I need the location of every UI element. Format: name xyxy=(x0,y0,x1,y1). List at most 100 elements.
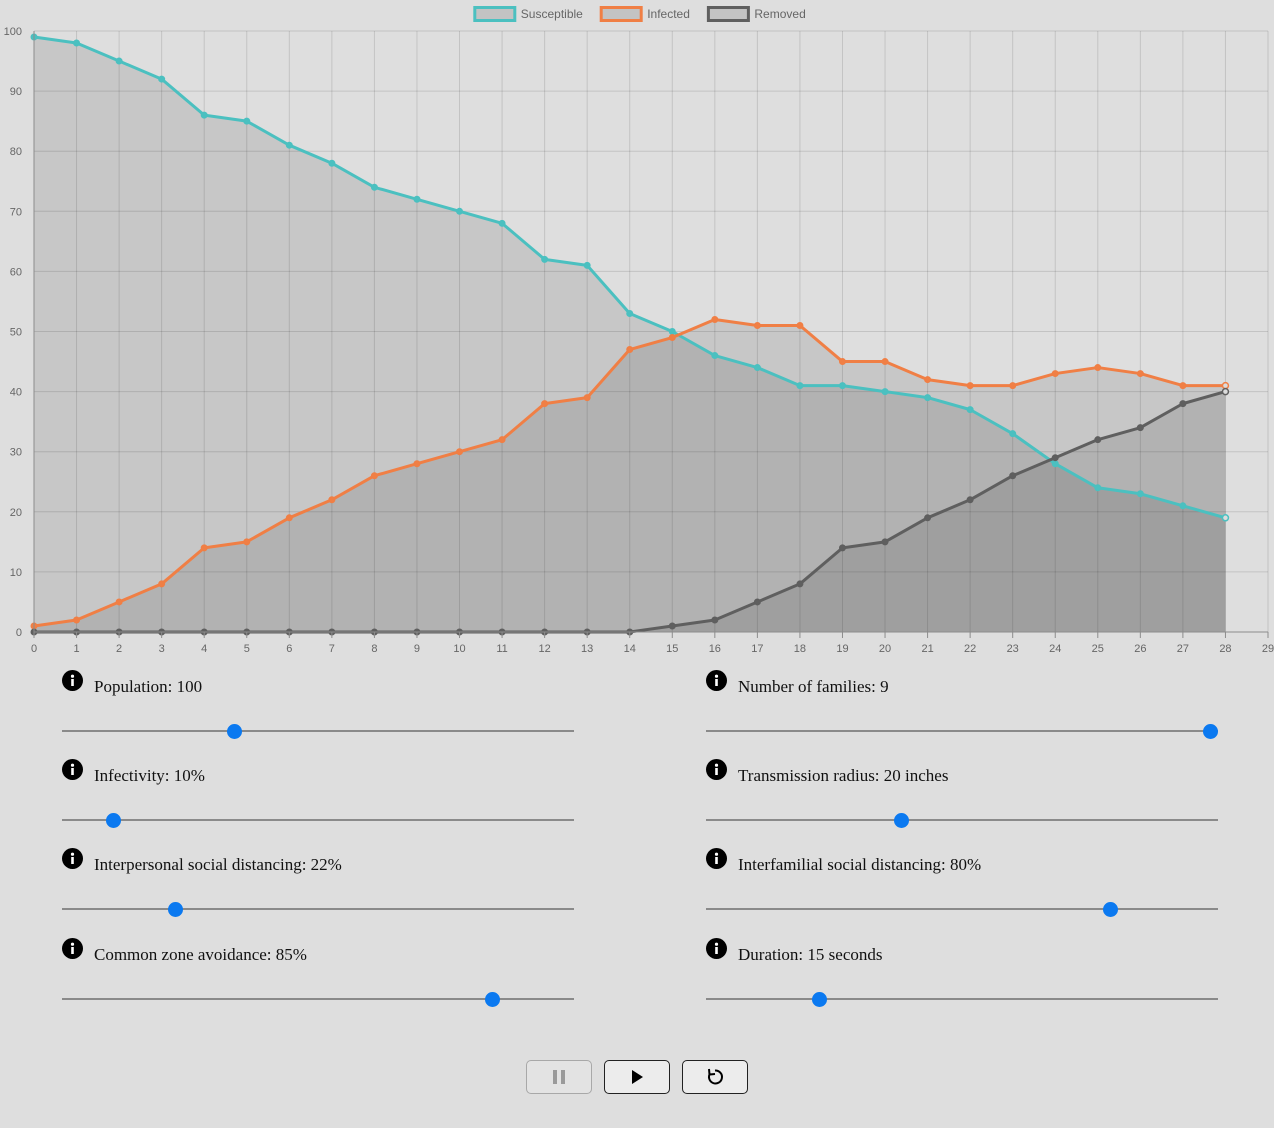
infected-point xyxy=(328,496,336,504)
slider-track xyxy=(62,730,574,732)
info-icon[interactable] xyxy=(62,759,83,780)
x-tick-label: 14 xyxy=(624,643,636,655)
x-tick-label: 12 xyxy=(538,643,550,655)
slider-thumb[interactable] xyxy=(1203,724,1219,739)
susceptible-point xyxy=(158,75,166,83)
x-tick-label: 28 xyxy=(1219,643,1231,655)
reset-icon xyxy=(707,1068,723,1085)
population-label: Population: 100 xyxy=(94,677,203,696)
common-zone-avoidance-slider[interactable] xyxy=(62,989,574,1009)
pause-icon xyxy=(553,1070,565,1084)
susceptible-point xyxy=(1221,514,1230,522)
slider-track xyxy=(62,908,574,910)
slider-thumb[interactable] xyxy=(167,902,183,917)
removed-point xyxy=(753,598,761,606)
slider-thumb[interactable] xyxy=(485,992,501,1007)
info-icon[interactable] xyxy=(706,670,727,691)
play-button[interactable] xyxy=(604,1060,670,1094)
slider-thumb[interactable] xyxy=(226,724,242,739)
x-tick-label: 19 xyxy=(836,643,848,655)
reset-button[interactable] xyxy=(682,1060,748,1094)
slider-thumb[interactable] xyxy=(811,992,827,1007)
population-slider[interactable] xyxy=(62,721,574,741)
infected-point xyxy=(73,616,81,624)
removed-legend-swatch[interactable] xyxy=(706,6,750,22)
removed-point xyxy=(1094,436,1102,444)
susceptible-point xyxy=(328,159,336,167)
x-tick-label: 27 xyxy=(1177,643,1189,655)
infectivity-control: Infectivity: 10% xyxy=(62,754,582,840)
interpersonal-distancing-label: Interpersonal social distancing: 22% xyxy=(94,855,342,874)
y-tick-label: 50 xyxy=(10,327,22,339)
susceptible-point xyxy=(413,195,421,203)
info-icon[interactable] xyxy=(62,938,83,959)
susceptible-point xyxy=(370,183,378,191)
x-tick-label: 16 xyxy=(709,643,721,655)
families-control: Number of families: 9 xyxy=(706,665,1226,751)
susceptible-point xyxy=(668,328,676,335)
y-tick-label: 10 xyxy=(10,567,22,579)
slider-thumb[interactable] xyxy=(106,813,122,828)
infected-point xyxy=(924,376,932,384)
removed-point xyxy=(881,538,889,546)
infected-point xyxy=(796,321,804,329)
y-tick-label: 40 xyxy=(10,387,22,399)
duration-slider[interactable] xyxy=(706,989,1218,1009)
info-icon[interactable] xyxy=(62,848,83,869)
susceptible-point xyxy=(583,261,591,269)
interfamilial-distancing-control: Interfamilial social distancing: 80% xyxy=(706,843,1226,929)
infected-point xyxy=(1179,382,1187,390)
interpersonal-distancing-slider[interactable] xyxy=(62,899,574,919)
slider-track xyxy=(706,730,1218,732)
infected-point xyxy=(498,436,506,444)
families-slider[interactable] xyxy=(706,721,1219,741)
susceptible-point xyxy=(1136,490,1144,498)
infected-legend-swatch[interactable] xyxy=(599,6,643,22)
susceptible-legend-swatch[interactable] xyxy=(473,6,517,22)
x-tick-label: 18 xyxy=(794,643,806,655)
removed-point xyxy=(796,580,804,588)
infected-point xyxy=(753,321,761,329)
infected-point xyxy=(711,315,719,323)
x-tick-label: 26 xyxy=(1134,643,1146,655)
x-tick-label: 0 xyxy=(31,643,37,655)
info-icon[interactable] xyxy=(706,938,727,959)
infectivity-slider[interactable] xyxy=(62,810,574,830)
x-tick-label: 17 xyxy=(751,643,763,655)
x-tick-label: 9 xyxy=(414,643,420,655)
x-tick-label: 5 xyxy=(244,643,250,655)
x-tick-label: 4 xyxy=(201,643,207,655)
transmission-radius-label: Transmission radius: 20 inches xyxy=(738,766,949,785)
families-label: Number of families: 9 xyxy=(738,677,889,696)
infected-point xyxy=(966,382,974,390)
x-tick-label: 20 xyxy=(879,643,891,655)
susceptible-point xyxy=(115,57,123,65)
population-control: Population: 100 xyxy=(62,665,582,751)
removed-point xyxy=(1136,424,1144,432)
infected-point xyxy=(1221,381,1230,390)
removed-legend-label[interactable]: Removed xyxy=(754,7,805,21)
pause-button[interactable] xyxy=(526,1060,592,1094)
info-icon[interactable] xyxy=(706,848,727,869)
infected-point xyxy=(285,514,293,522)
x-tick-label: 7 xyxy=(329,643,335,655)
interfamilial-distancing-slider[interactable] xyxy=(706,899,1218,919)
infected-legend-label[interactable]: Infected xyxy=(647,7,690,21)
infected-point xyxy=(243,538,251,546)
slider-track xyxy=(706,998,1218,1000)
slider-thumb[interactable] xyxy=(893,813,909,828)
susceptible-legend-label[interactable]: Susceptible xyxy=(521,7,583,21)
info-icon[interactable] xyxy=(62,670,83,691)
susceptible-point xyxy=(1179,502,1187,510)
infected-point xyxy=(158,580,166,588)
common-zone-avoidance-label: Common zone avoidance: 85% xyxy=(94,945,307,964)
slider-track xyxy=(62,998,574,1000)
infected-point xyxy=(881,358,889,366)
susceptible-point xyxy=(243,117,251,125)
y-tick-label: 60 xyxy=(10,266,22,278)
y-tick-label: 0 xyxy=(16,627,22,639)
slider-thumb[interactable] xyxy=(1103,902,1119,917)
info-icon[interactable] xyxy=(706,759,727,780)
transmission-radius-slider[interactable] xyxy=(706,810,1218,830)
susceptible-point xyxy=(200,111,208,119)
